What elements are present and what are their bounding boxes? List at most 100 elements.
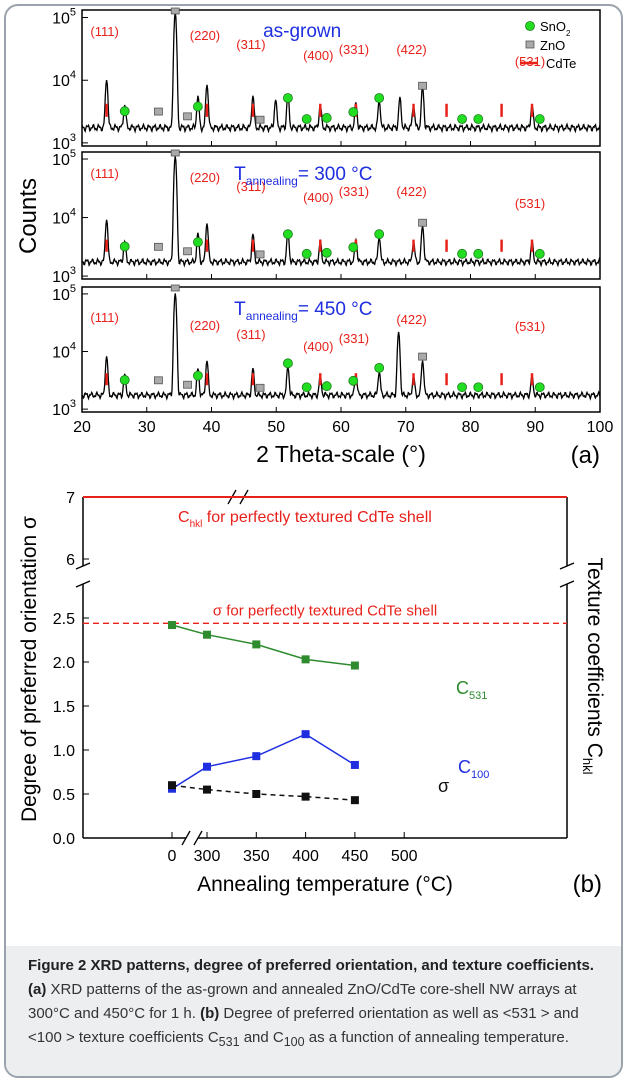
series-point-C100 — [301, 730, 310, 739]
series-label-c531: C531 — [456, 678, 487, 702]
xrd-spectrum-trace — [81, 156, 601, 268]
y-tick-label: 104 — [52, 207, 76, 228]
y-tick-label-base: 10 — [52, 136, 70, 153]
series-point-C100 — [350, 760, 359, 769]
sno2-peak-marker — [348, 242, 359, 253]
y-axis-title-right-b: Texture coefficients Chkl — [580, 558, 606, 775]
sno2-peak-marker — [283, 93, 293, 103]
sno2-peak-marker — [283, 358, 293, 369]
series-label-sigma: σ — [438, 776, 449, 796]
reference-label-chkl: Chkl for perfectly textured CdTe shell — [178, 509, 432, 530]
y-tick-label-exp: 5 — [70, 7, 76, 19]
legend-sno2-label-sub: 2 — [566, 29, 571, 38]
series-point-σ — [168, 781, 176, 790]
caption-part-b-label: (b) — [200, 1005, 220, 1022]
sno2-peak-marker — [348, 107, 359, 117]
series-point-C531 — [203, 630, 211, 639]
orientation-panel-b: 0.0 0.5 1.0 1.5 2.0 2.5 6 7 0 300 350 400 450 500 σ fo… — [18, 489, 606, 898]
zno-peak-marker — [154, 376, 163, 385]
series-point-σ — [350, 796, 359, 805]
reference-label-sigma: σ for perfectly textured CdTe shell — [213, 602, 437, 619]
sno2-peak-marker — [374, 362, 385, 373]
hkl-label: (531) — [515, 319, 545, 334]
hkl-label: (111) — [90, 166, 118, 181]
hkl-label: (111) — [90, 24, 118, 39]
zno-peak-marker — [183, 380, 192, 389]
hkl-label: (331) — [339, 42, 369, 57]
y-tick-label-exp: 3 — [70, 398, 76, 410]
y-tick-label: 105 — [52, 148, 76, 169]
panel-label-b: (b) — [573, 871, 602, 898]
y-axis-title-a: Counts — [15, 178, 42, 254]
hkl-label: (331) — [339, 331, 369, 346]
sno2-peak-marker — [321, 381, 332, 392]
y-tick-label: 103 — [52, 265, 76, 286]
series-point-σ — [252, 790, 261, 798]
zno-peak-marker — [183, 112, 192, 121]
y-tick-label: 104 — [52, 69, 76, 90]
series-label-c100: C100 — [458, 757, 489, 781]
sno2-peak-marker — [534, 382, 545, 393]
sno2-peak-marker — [193, 237, 203, 248]
legend-sno2-label: SnO2 — [540, 19, 571, 38]
legend-cdte-label: CdTe — [546, 56, 576, 71]
subplot-label-annealing: Tannealing= 300 °C — [234, 164, 372, 188]
y-tick-label-exp: 4 — [70, 341, 76, 353]
subplot-label-annealing-rest: = 450 °C — [298, 299, 373, 320]
hkl-label: (111) — [90, 310, 118, 325]
sno2-peak-marker — [321, 113, 332, 123]
y-tick-label-base: 10 — [52, 269, 70, 286]
sno2-peak-marker — [457, 248, 467, 259]
sno2-peak-marker — [534, 114, 545, 124]
panel-label-a: (a) — [571, 442, 600, 469]
y-tick-label-base: 10 — [52, 73, 70, 90]
subplot-label-annealing-sub: annealing — [246, 309, 298, 323]
x-tick-label: 80 — [462, 419, 480, 436]
sno2-peak-marker — [374, 93, 385, 103]
series-point-C531 — [301, 655, 310, 664]
caption-part-b-text-3: as a function of annealing temperature. — [304, 1029, 569, 1046]
zno-peak-marker — [170, 7, 180, 15]
x-tick-label-b: 450 — [342, 848, 369, 865]
hkl-label: (400) — [303, 48, 333, 63]
sno2-peak-marker — [301, 114, 312, 124]
y-tick-label-exp: 5 — [70, 148, 76, 160]
reference-label-chkl-rest: for perfectly textured CdTe shell — [202, 509, 431, 526]
sno2-peak-marker — [119, 375, 130, 385]
hkl-label: (400) — [303, 190, 333, 205]
figure-card: 103 104 105 (111) (220) (311) (400) (331) (422)(… — [4, 4, 623, 1078]
y-tick-label-b: 0.0 — [53, 831, 75, 848]
series-point-C531 — [350, 661, 359, 670]
y-tick-label-base: 10 — [52, 287, 70, 304]
sno2-peak-marker — [534, 248, 545, 259]
figure-caption: Figure 2 XRD patterns, degree of preferr… — [28, 954, 608, 1054]
axis-break-mark — [181, 830, 191, 846]
sno2-peak-marker — [473, 248, 484, 259]
y-tick-label-b: 1.5 — [53, 699, 75, 716]
y-tick-label: 103 — [52, 132, 76, 153]
hkl-label: (311) — [236, 327, 265, 342]
y-tick-label: 104 — [52, 341, 76, 362]
hkl-label: (311) — [236, 179, 265, 194]
series-point-σ — [301, 792, 310, 801]
caption-part-b-text-2: and C — [239, 1029, 284, 1046]
caption-part-a-label: (a) — [28, 981, 47, 998]
x-axis-title-a: 2 Theta-scale (°) — [256, 441, 426, 467]
y-tick-label-b: 7 — [66, 490, 75, 507]
y-tick-label: 103 — [52, 398, 76, 419]
caption-sub-531: 531 — [218, 1035, 240, 1049]
y-tick-label-exp: 4 — [70, 207, 76, 219]
reference-label-chkl-main: C — [178, 509, 190, 526]
legend-sno2-marker — [525, 21, 535, 31]
zno-peak-marker — [418, 81, 427, 90]
hkl-label: (400) — [303, 339, 333, 354]
axis-break-mark — [559, 562, 575, 570]
zno-peak-marker — [170, 149, 180, 157]
hkl-label: (422) — [396, 312, 426, 327]
y-tick-label-exp: 3 — [70, 265, 76, 277]
series-point-C531 — [252, 640, 261, 649]
subplot-label-annealing: Tannealing= 450 °C — [234, 299, 372, 323]
x-tick-label: 30 — [138, 419, 156, 436]
zno-peak-marker — [154, 242, 163, 251]
